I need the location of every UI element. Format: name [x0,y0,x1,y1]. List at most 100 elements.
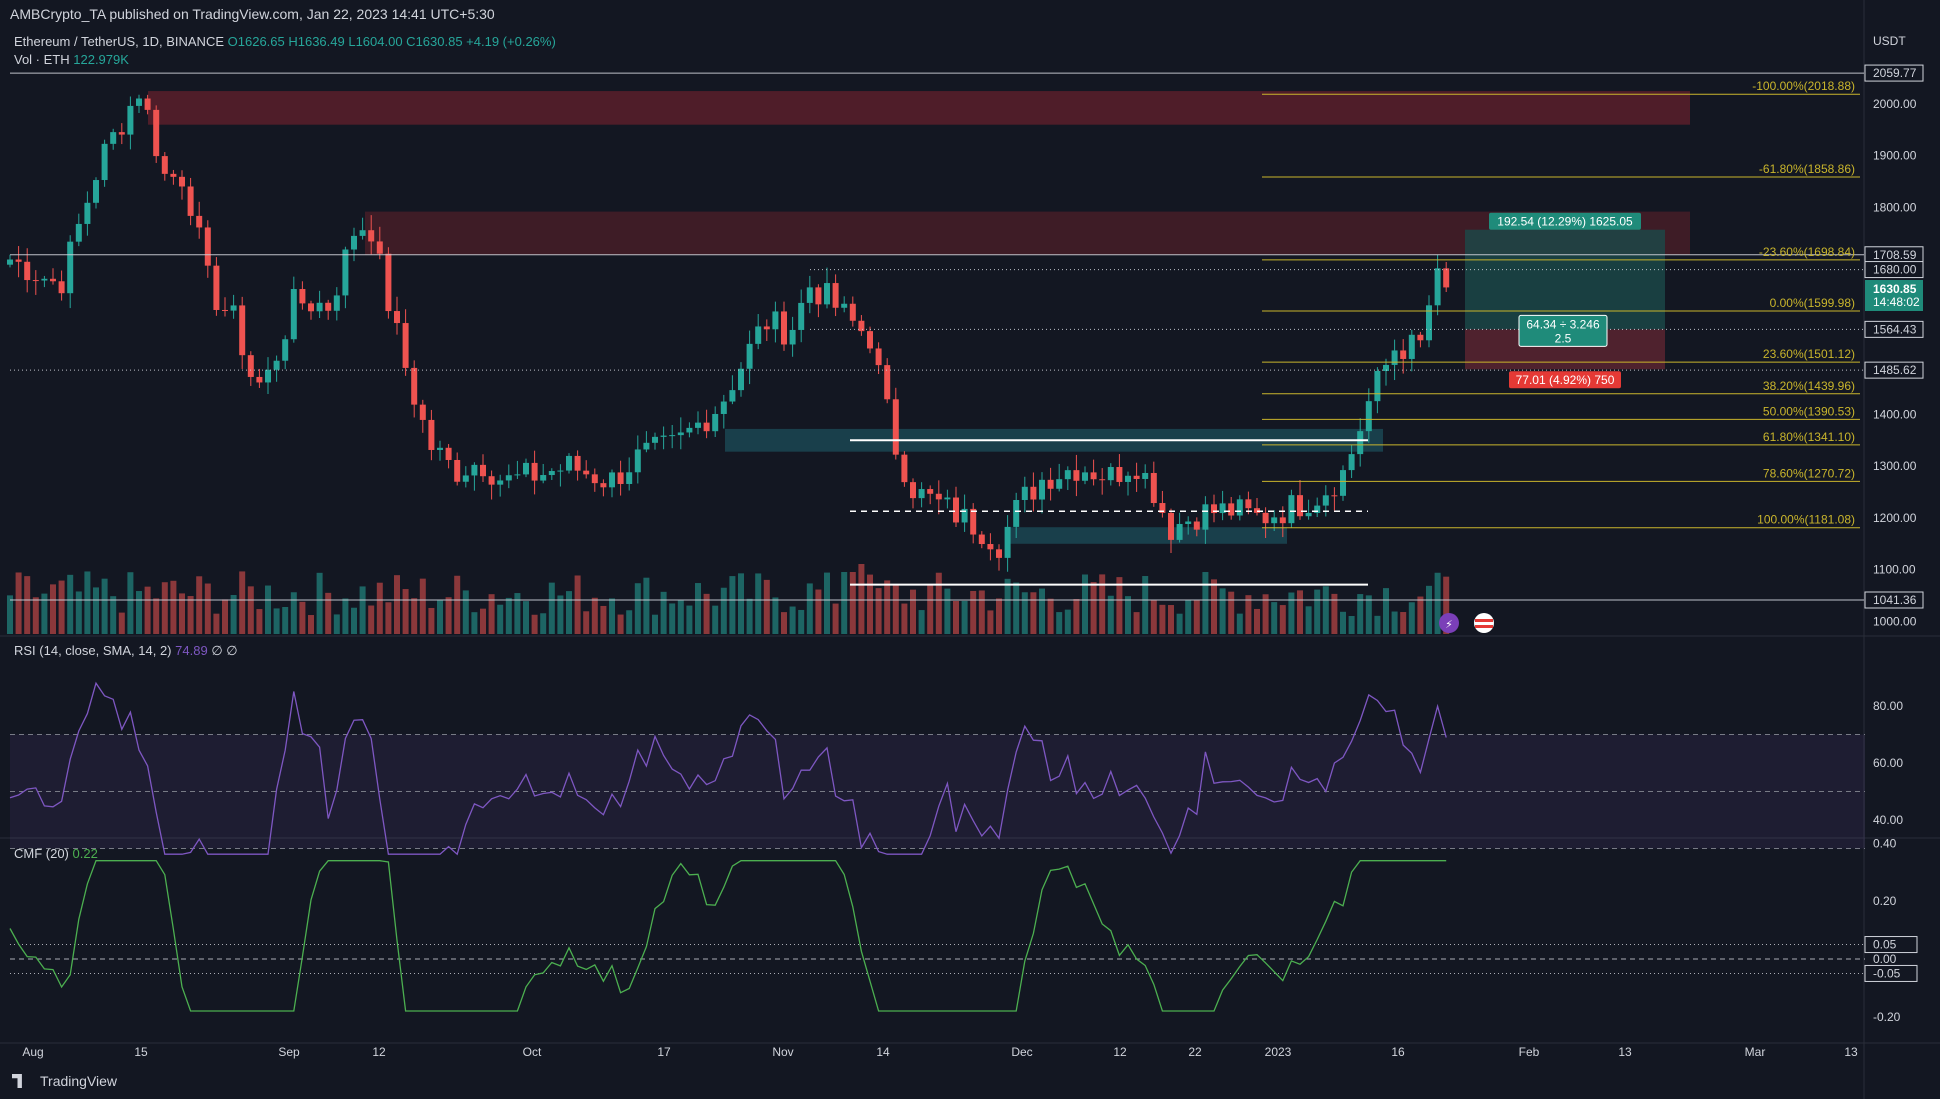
volume-bar [1228,591,1235,634]
candle-body [1400,350,1407,359]
candle-body [1297,495,1303,517]
rsi-label: RSI (14, close, SMA, 14, 2) [14,643,172,658]
cmf-tick-label: -0.05 [1873,966,1901,980]
candle-body [858,320,865,332]
volume-bar [376,582,383,634]
candle-body [402,323,409,368]
price-tick-label: 2000.00 [1873,97,1917,111]
volume-bar [1357,594,1364,634]
last-price-box [1865,279,1923,311]
volume-bar [204,583,211,634]
volume-bar [488,594,495,634]
volume-bar [1159,604,1166,634]
volume-bar [1443,576,1450,634]
time-axis: Aug 15 Sep 12 Oct 17 Nov 14 Dec 12 22 2023 16 Feb 13 Ma… [22,1045,1858,1059]
volume-bar [136,591,142,634]
volume-bar [970,590,977,634]
candle-body [729,390,736,402]
tradingview-brand[interactable]: TradingView [12,1073,117,1089]
volume-bar [101,578,108,634]
candle-body [1374,370,1381,402]
volume-bar [531,614,538,634]
cmf-legend[interactable]: CMF (20) 0.22 [14,846,98,861]
candle-body [437,447,443,450]
candle-body [1262,512,1269,524]
volume-bar [67,574,74,634]
candle-body [1365,401,1372,432]
candle-body [1168,512,1174,540]
volume-bar [1030,592,1037,634]
volume-bar [1090,582,1097,634]
candle-body [720,401,727,414]
volume-bar [187,596,194,634]
candle-body [462,475,469,482]
candle-body [454,459,461,482]
volume-bar [325,592,332,634]
us-flag-event-icon [1474,613,1494,633]
candle-body [1116,467,1123,482]
volume-bar [574,575,581,634]
fib-level-label: -23.60%(1698.84) [1759,245,1855,259]
volume-bar [557,595,564,634]
symbol-name[interactable]: Ethereum / TetherUS, 1D, BINANCE [14,34,225,49]
fib-level-label: 50.00%(1390.53) [1763,404,1855,418]
candle-body [32,280,39,282]
candle-body [282,339,289,361]
candlesticks [7,94,1450,572]
time-tick-label: 17 [657,1045,671,1059]
candle-body [824,283,830,305]
cmf-marker-box [1864,936,1918,954]
volume-bar [523,601,529,634]
volume-bar [867,574,873,634]
volume-bar [514,593,521,634]
candle-body [944,497,951,500]
volume-bar [50,584,56,634]
cmf-tick-label: 0.20 [1873,894,1897,908]
candle-body [1176,523,1183,540]
volume-bar [1434,572,1441,634]
volume-bar [497,604,504,634]
volume-bar [1340,611,1346,634]
volume-bar [755,573,762,634]
volume-bar [910,589,916,634]
volume-bar [256,609,263,634]
cmf-marker-box [1864,964,1918,982]
rsi-legend[interactable]: RSI (14, close, SMA, 14, 2) 74.89 ∅ ∅ [14,643,238,659]
candle-body [247,355,254,377]
volume-bar [1107,595,1114,634]
candle-body [480,464,486,477]
position-stop-label: 77.01 (4.92%) 750 [1516,373,1615,387]
candle-body [626,472,633,484]
volume-bar [1047,598,1054,634]
candle-body [1391,350,1398,365]
position-ratio-label: 64.34 ÷ 3.246 [1526,317,1600,331]
volume-legend[interactable]: Vol · ETH 122.979K [14,52,129,67]
volume-bar [273,608,280,634]
candle-body [1228,503,1235,516]
rsi-tick-label: 80.00 [1873,699,1903,713]
price-marker-box [1864,361,1924,379]
time-tick-label: 13 [1844,1045,1858,1059]
candle-body [428,419,435,450]
candle-body [24,261,31,281]
candle-body [970,508,977,535]
volume-bar [213,613,220,634]
volume-bar [789,606,796,634]
volume-bar [1133,612,1140,634]
candle-body [1185,521,1192,524]
candle-body [471,464,478,476]
volume-bar [634,583,641,634]
volume-bar [1365,595,1372,634]
position-ratio-label-bg [1519,315,1607,347]
volume-bar [824,572,830,634]
candle-body [514,474,521,476]
cmf-value: 0.22 [72,846,98,861]
symbol-legend[interactable]: Ethereum / TetherUS, 1D, BINANCE O1626.6… [14,34,556,49]
fib-level-label: 61.80%(1341.10) [1763,430,1855,444]
candle-body [170,173,177,177]
volume-bar [351,607,357,634]
volume-bar [978,590,985,634]
volume-bar [1064,609,1071,634]
fib-level-label: 100.00%(1181.08) [1757,513,1855,527]
